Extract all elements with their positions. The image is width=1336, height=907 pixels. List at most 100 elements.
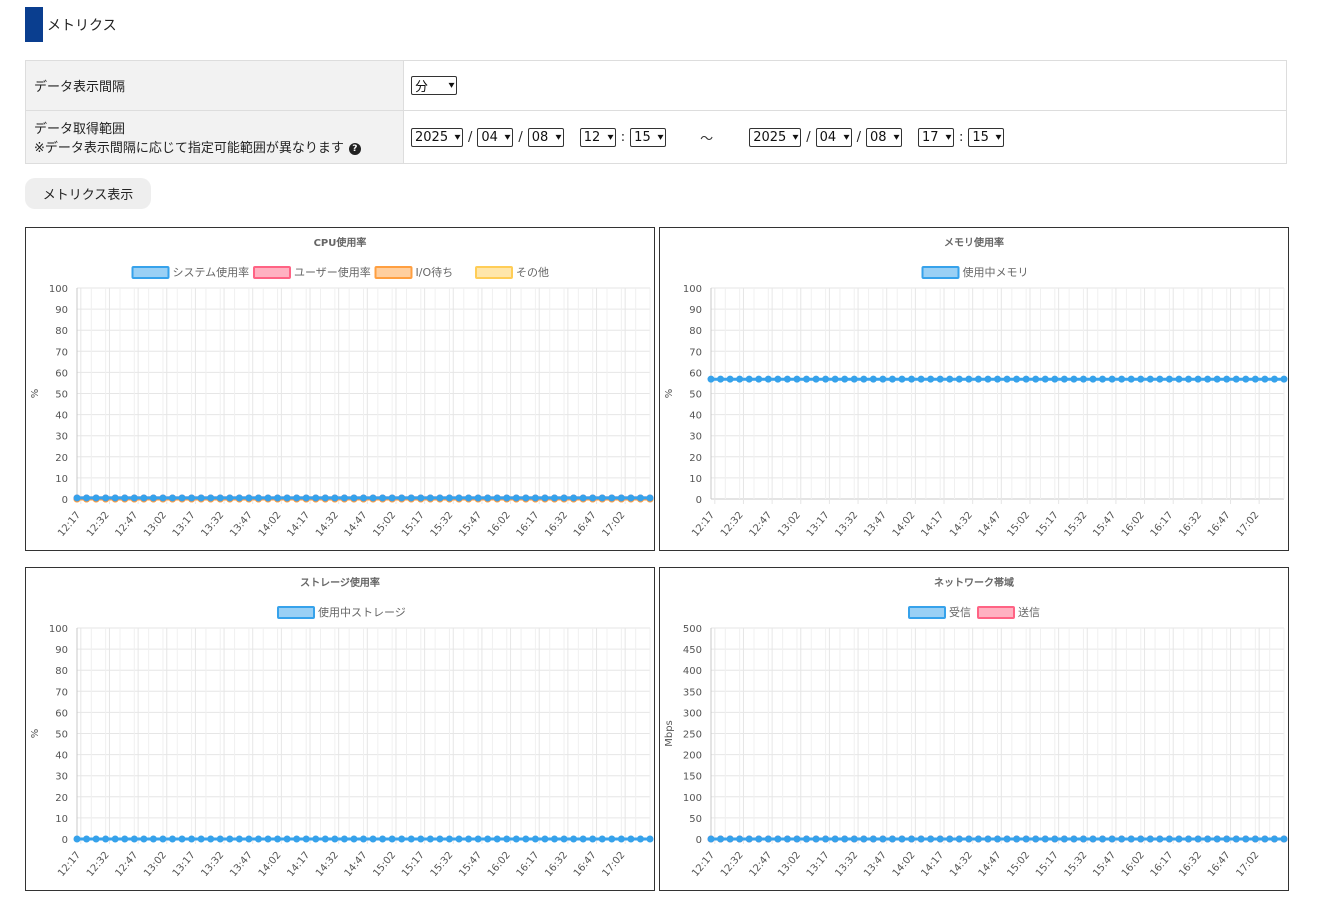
data-point (493, 835, 501, 843)
y-tick-label: 450 (683, 645, 702, 656)
chart-title: ストレージ使用率 (300, 576, 380, 589)
data-point (1013, 375, 1021, 383)
date-separator: / (468, 129, 473, 145)
to-minute-select[interactable]: 15 ▾ (968, 127, 1005, 147)
data-point (793, 835, 801, 843)
x-tick-label: 15:32 (429, 850, 456, 879)
legend-label: I/O待ち (416, 265, 454, 279)
data-point (92, 494, 100, 502)
data-point (551, 835, 558, 843)
help-icon[interactable]: ? (348, 142, 361, 155)
data-point (1079, 835, 1087, 843)
data-point (312, 835, 320, 843)
data-point (1270, 375, 1278, 383)
from-hour-value: 12 (583, 129, 601, 145)
legend-swatch (374, 266, 413, 279)
page-title: メトリクス (47, 17, 117, 34)
data-point (474, 835, 482, 843)
interval-select[interactable]: 分 ▾ (411, 76, 457, 95)
data-point (417, 835, 425, 843)
data-point (917, 375, 925, 383)
data-point (102, 494, 110, 502)
data-point (1022, 375, 1030, 383)
y-tick-label: 40 (55, 751, 68, 762)
data-point (745, 375, 753, 383)
data-point (850, 375, 858, 383)
data-point (369, 835, 377, 843)
y-tick-label: 50 (55, 390, 68, 401)
data-point (589, 494, 597, 502)
x-tick-label: 14:17 (285, 850, 312, 879)
x-tick-label: 15:32 (1063, 510, 1090, 539)
y-tick-label: 10 (55, 474, 68, 485)
data-point (350, 835, 358, 843)
y-tick-label: 60 (55, 368, 68, 379)
show-metrics-button[interactable]: メトリクス表示 (25, 178, 151, 209)
legend-swatch (908, 606, 946, 619)
y-tick-label: 30 (55, 772, 68, 783)
data-point (522, 835, 530, 843)
y-tick-label: 100 (49, 284, 68, 295)
data-point (994, 835, 1001, 843)
y-tick-label: 400 (683, 666, 702, 677)
x-tick-label: 15:17 (400, 510, 427, 539)
from-year-select[interactable]: 2025 ▾ (411, 127, 463, 147)
data-point (455, 835, 463, 843)
data-point (541, 494, 549, 502)
data-point (274, 835, 282, 843)
data-point (197, 835, 205, 843)
data-point (503, 494, 511, 502)
to-year-select[interactable]: 2025 ▾ (749, 127, 802, 147)
legend-item: 使用中メモリ (921, 266, 1029, 279)
date-separator: / (806, 129, 811, 145)
data-point (121, 494, 129, 502)
data-point (841, 375, 849, 383)
to-day-select[interactable]: 08 ▾ (865, 127, 902, 147)
data-point (350, 494, 358, 502)
data-point (130, 494, 138, 502)
data-point (946, 375, 954, 383)
from-minute-select[interactable]: 15 ▾ (630, 127, 667, 147)
legend-swatch (131, 266, 170, 279)
to-hour-select[interactable]: 17 ▾ (917, 127, 954, 147)
x-tick-label: 12:17 (690, 850, 717, 879)
data-point (407, 835, 415, 843)
to-year-value: 2025 (753, 129, 787, 145)
data-point (646, 835, 654, 843)
data-point (908, 835, 916, 843)
data-point (850, 835, 858, 843)
data-point (974, 375, 982, 383)
x-tick-label: 12:17 (56, 510, 83, 539)
data-point (783, 375, 791, 383)
data-point (627, 494, 635, 502)
to-month-select[interactable]: 04 ▾ (815, 127, 852, 147)
x-tick-label: 16:32 (1177, 510, 1204, 539)
data-point (755, 375, 763, 383)
y-tick-label: 100 (49, 624, 68, 635)
data-point (1089, 835, 1097, 843)
range-tilde: ～ (700, 131, 714, 147)
data-point (1060, 375, 1068, 383)
from-day-select[interactable]: 08 ▾ (527, 127, 564, 147)
from-hour-select[interactable]: 12 ▾ (579, 127, 616, 147)
data-point (1232, 835, 1240, 843)
data-point (321, 494, 329, 502)
data-point (169, 835, 176, 843)
data-point (207, 494, 215, 502)
data-point (1175, 375, 1183, 383)
x-tick-label: 14:02 (891, 850, 918, 879)
x-tick-label: 12:32 (719, 850, 746, 879)
data-point (617, 494, 625, 502)
x-tick-label: 17:02 (1235, 510, 1262, 539)
settings-table: データ表示間隔 分 ▾ データ取得範囲 ※データ表示間隔に応じて指定可能範囲が異な… (25, 60, 1287, 164)
y-tick-label: 0 (62, 495, 68, 506)
range-value-cell: 2025 ▾ / 04 ▾ / 08 ▾ 12 ▾ : 15 ▾ ～ 2025 ▾ / 04… (404, 111, 1286, 163)
data-point (197, 494, 205, 502)
data-point (879, 375, 887, 383)
legend-label: システム使用率 (173, 265, 250, 279)
data-point (551, 494, 558, 502)
legend-label: 使用中ストレージ (318, 606, 406, 619)
x-tick-label: 16:02 (486, 510, 513, 539)
chevron-down-icon: ▾ (657, 131, 664, 143)
from-month-select[interactable]: 04 ▾ (477, 127, 514, 147)
